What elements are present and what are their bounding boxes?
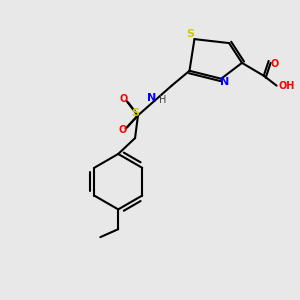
- Text: O: O: [118, 125, 126, 135]
- Text: H: H: [159, 94, 166, 104]
- Text: N: N: [220, 77, 229, 87]
- Text: S: S: [131, 108, 139, 118]
- Text: O: O: [271, 59, 279, 69]
- Text: S: S: [187, 29, 194, 39]
- Text: N: N: [147, 92, 157, 103]
- Text: OH: OH: [279, 81, 295, 91]
- Text: O: O: [119, 94, 127, 103]
